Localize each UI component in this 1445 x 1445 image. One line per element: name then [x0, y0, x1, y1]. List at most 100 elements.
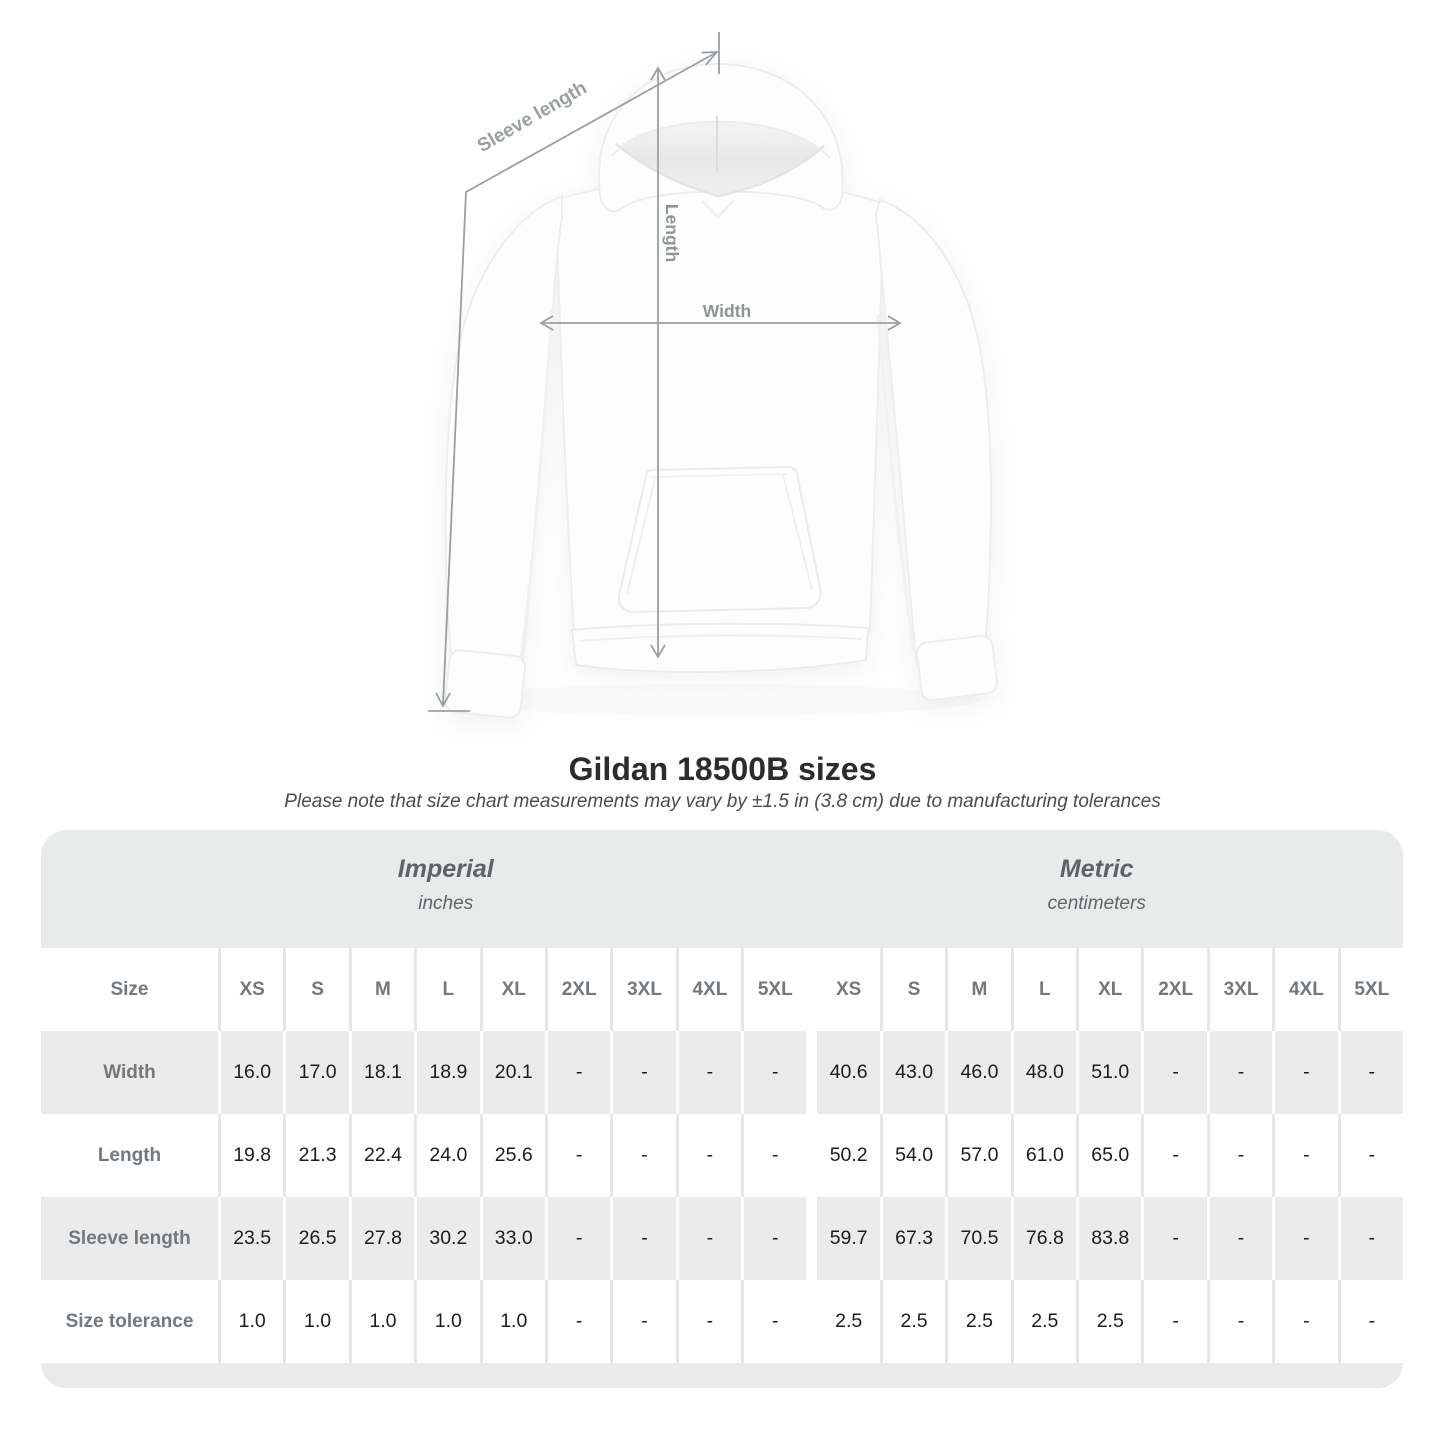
value-cell: 1.0 — [348, 1280, 415, 1363]
value-cell: - — [675, 1114, 742, 1197]
value-cell: - — [1272, 1114, 1338, 1197]
value-cell: 21.3 — [283, 1114, 349, 1197]
row-label: Size tolerance — [41, 1280, 218, 1363]
size-header-cell: 2XL — [544, 948, 611, 1031]
metric-header-band: Metric centimeters — [806, 830, 1403, 948]
value-cell: - — [1141, 1280, 1207, 1363]
value-cell: 83.8 — [1076, 1197, 1142, 1280]
value-cell: 65.0 — [1076, 1114, 1142, 1197]
hoodie-right-sleeve — [874, 198, 993, 664]
value-cell: - — [741, 1114, 807, 1197]
size-header-cell: S — [879, 948, 946, 1031]
value-cell: - — [1337, 1197, 1403, 1280]
value-cell: - — [675, 1197, 742, 1280]
unit-divider — [806, 948, 815, 1031]
imperial-unit: inches — [418, 893, 474, 914]
value-cell: - — [610, 1197, 676, 1280]
value-cell: - — [1272, 1031, 1338, 1114]
value-cell: - — [741, 1280, 807, 1363]
value-cell: - — [741, 1197, 807, 1280]
size-column-header: Size — [41, 948, 218, 1031]
pocket-stitch-left — [626, 477, 656, 595]
value-cell: - — [544, 1197, 611, 1280]
value-cell: - — [1337, 1280, 1403, 1363]
table-footer-band — [41, 1363, 1403, 1388]
value-cell: 20.1 — [479, 1031, 545, 1114]
hoodie-measurement-figure: Sleeve length Length Width — [428, 32, 998, 719]
value-cell: - — [544, 1031, 611, 1114]
value-cell: - — [610, 1114, 676, 1197]
value-cell: 16.0 — [218, 1031, 284, 1114]
value-cell: 18.9 — [414, 1031, 480, 1114]
size-header-cell: XS — [814, 948, 880, 1031]
value-cell: 50.2 — [814, 1114, 880, 1197]
value-cell: - — [610, 1031, 676, 1114]
value-cell: - — [1206, 1197, 1273, 1280]
size-header-cell: M — [348, 948, 415, 1031]
length-arrow: Length — [650, 66, 682, 659]
value-cell: - — [1141, 1114, 1207, 1197]
value-cell: 54.0 — [879, 1114, 946, 1197]
size-header-cell: 5XL — [1337, 948, 1403, 1031]
value-cell: 40.6 — [814, 1031, 880, 1114]
row-label: Width — [41, 1031, 218, 1114]
value-cell: 26.5 — [283, 1197, 349, 1280]
size-header-cell: XL — [1076, 948, 1142, 1031]
right-cuff — [916, 634, 998, 702]
value-cell: 33.0 — [479, 1197, 545, 1280]
neck-shadow — [700, 198, 736, 220]
value-cell: - — [1206, 1280, 1273, 1363]
left-sleeve-seam — [519, 309, 554, 659]
chart-subtitle: Please note that size chart measurements… — [284, 791, 1161, 812]
value-cell: 27.8 — [348, 1197, 415, 1280]
value-cell: 2.5 — [1076, 1280, 1142, 1363]
row-label: Sleeve length — [41, 1197, 218, 1280]
row-label: Length — [41, 1114, 218, 1197]
size-header-cell: XL — [479, 948, 545, 1031]
value-cell: 1.0 — [283, 1280, 349, 1363]
value-cell: 25.6 — [479, 1114, 545, 1197]
size-chart-table: Imperial inches Metric centimeters Size … — [41, 830, 1403, 1388]
size-header-cell: 4XL — [675, 948, 742, 1031]
value-cell: 30.2 — [414, 1197, 480, 1280]
value-cell: - — [741, 1031, 807, 1114]
value-cell: - — [610, 1280, 676, 1363]
value-cell: 1.0 — [479, 1280, 545, 1363]
value-cell: 2.5 — [814, 1280, 880, 1363]
size-header-cell: 4XL — [1272, 948, 1338, 1031]
size-header-cell: 5XL — [741, 948, 807, 1031]
value-cell: 17.0 — [283, 1031, 349, 1114]
value-cell: - — [1272, 1280, 1338, 1363]
value-cell: - — [675, 1031, 742, 1114]
value-cell: 76.8 — [1010, 1197, 1077, 1280]
value-cell: - — [1337, 1031, 1403, 1114]
value-cell: 57.0 — [945, 1114, 1011, 1197]
value-cell: - — [1272, 1197, 1338, 1280]
sleeve-length-label: Sleeve length — [474, 78, 591, 157]
value-cell: 22.4 — [348, 1114, 415, 1197]
size-header-cell: L — [414, 948, 480, 1031]
hem-stitch — [579, 634, 863, 642]
unit-divider — [806, 1197, 815, 1280]
size-header-cell: 3XL — [610, 948, 676, 1031]
value-cell: 23.5 — [218, 1197, 284, 1280]
imperial-header-band: Imperial inches — [41, 830, 807, 948]
value-cell: 43.0 — [879, 1031, 946, 1114]
hoodie-shadow — [451, 684, 981, 716]
hoodie-hem — [570, 622, 870, 674]
value-cell: 18.1 — [348, 1031, 415, 1114]
size-header-cell: S — [283, 948, 349, 1031]
value-cell: 24.0 — [414, 1114, 480, 1197]
unit-divider — [806, 1114, 815, 1197]
hoodie-graphic — [444, 62, 998, 719]
length-label: Length — [662, 204, 682, 262]
value-cell: 70.5 — [945, 1197, 1011, 1280]
value-cell: - — [544, 1114, 611, 1197]
value-cell: - — [1206, 1114, 1273, 1197]
unit-divider — [806, 1280, 815, 1363]
right-sleeve-seam — [876, 314, 916, 653]
value-cell: 59.7 — [814, 1197, 880, 1280]
metric-title: Metric — [1059, 855, 1134, 883]
value-cell: 67.3 — [879, 1197, 946, 1280]
